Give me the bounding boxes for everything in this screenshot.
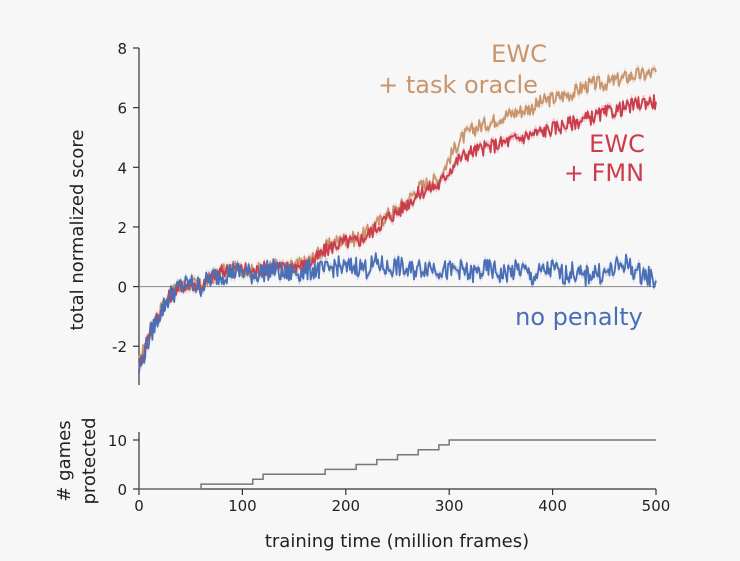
bottom-x-ticks: 0 100 200 300 400 500	[134, 489, 670, 515]
series-band-ewc-fmn	[139, 91, 656, 377]
label-no-penalty: no penalty	[515, 303, 643, 331]
top-y-tick-label: 0	[117, 279, 127, 297]
label-ewc-fmn-line2: + FMN	[564, 159, 644, 187]
top-y-tick-label: 2	[117, 219, 127, 237]
series-band-no-penalty	[139, 249, 656, 377]
bottom-y-axis-label-line1: # games	[54, 420, 75, 501]
top-y-tick-label: 4	[117, 159, 127, 177]
label-ewc-fmn-line1: EWC	[589, 130, 645, 158]
x-tick-label: 500	[642, 497, 671, 515]
top-panel: -2 0 2 4 6 8 total normalized score EWC + tas…	[67, 40, 657, 385]
bottom-panel: 0 10 0 100 200 300 400 500 # games protected t…	[54, 417, 670, 552]
label-ewc-oracle-line2: + task oracle	[378, 71, 538, 99]
series-line-ewc-fmn	[138, 94, 657, 373]
top-y-tick-label: -2	[112, 338, 127, 356]
label-ewc-oracle-line1: EWC	[491, 40, 547, 68]
x-axis-label: training time (million frames)	[265, 531, 529, 552]
top-series-group	[138, 64, 657, 377]
top-y-tick-label: 6	[117, 100, 127, 118]
top-y-ticks: -2 0 2 4 6 8	[112, 40, 139, 356]
bottom-y-tick-label: 0	[117, 481, 127, 499]
series-band-ewc-oracle	[139, 64, 656, 368]
games-protected-step-line	[139, 439, 656, 490]
x-tick-label: 100	[228, 497, 257, 515]
x-tick-label: 200	[331, 497, 360, 515]
bottom-y-ticks: 0 10	[108, 432, 139, 499]
top-y-axis-label: total normalized score	[67, 130, 88, 331]
series-line-no-penalty	[138, 252, 657, 374]
bottom-series-group	[139, 439, 656, 490]
bottom-y-axis-label-line2: protected	[79, 417, 100, 504]
top-y-tick-label: 8	[117, 40, 127, 58]
bottom-y-tick-label: 10	[108, 432, 127, 450]
x-tick-label: 300	[435, 497, 464, 515]
x-tick-label: 400	[538, 497, 567, 515]
x-tick-label: 0	[134, 497, 144, 515]
